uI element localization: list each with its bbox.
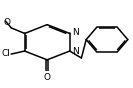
Text: Cl: Cl [2, 49, 10, 58]
Text: O: O [44, 73, 51, 82]
Text: N: N [72, 28, 78, 37]
Text: N: N [72, 47, 78, 56]
Text: O: O [4, 18, 11, 27]
